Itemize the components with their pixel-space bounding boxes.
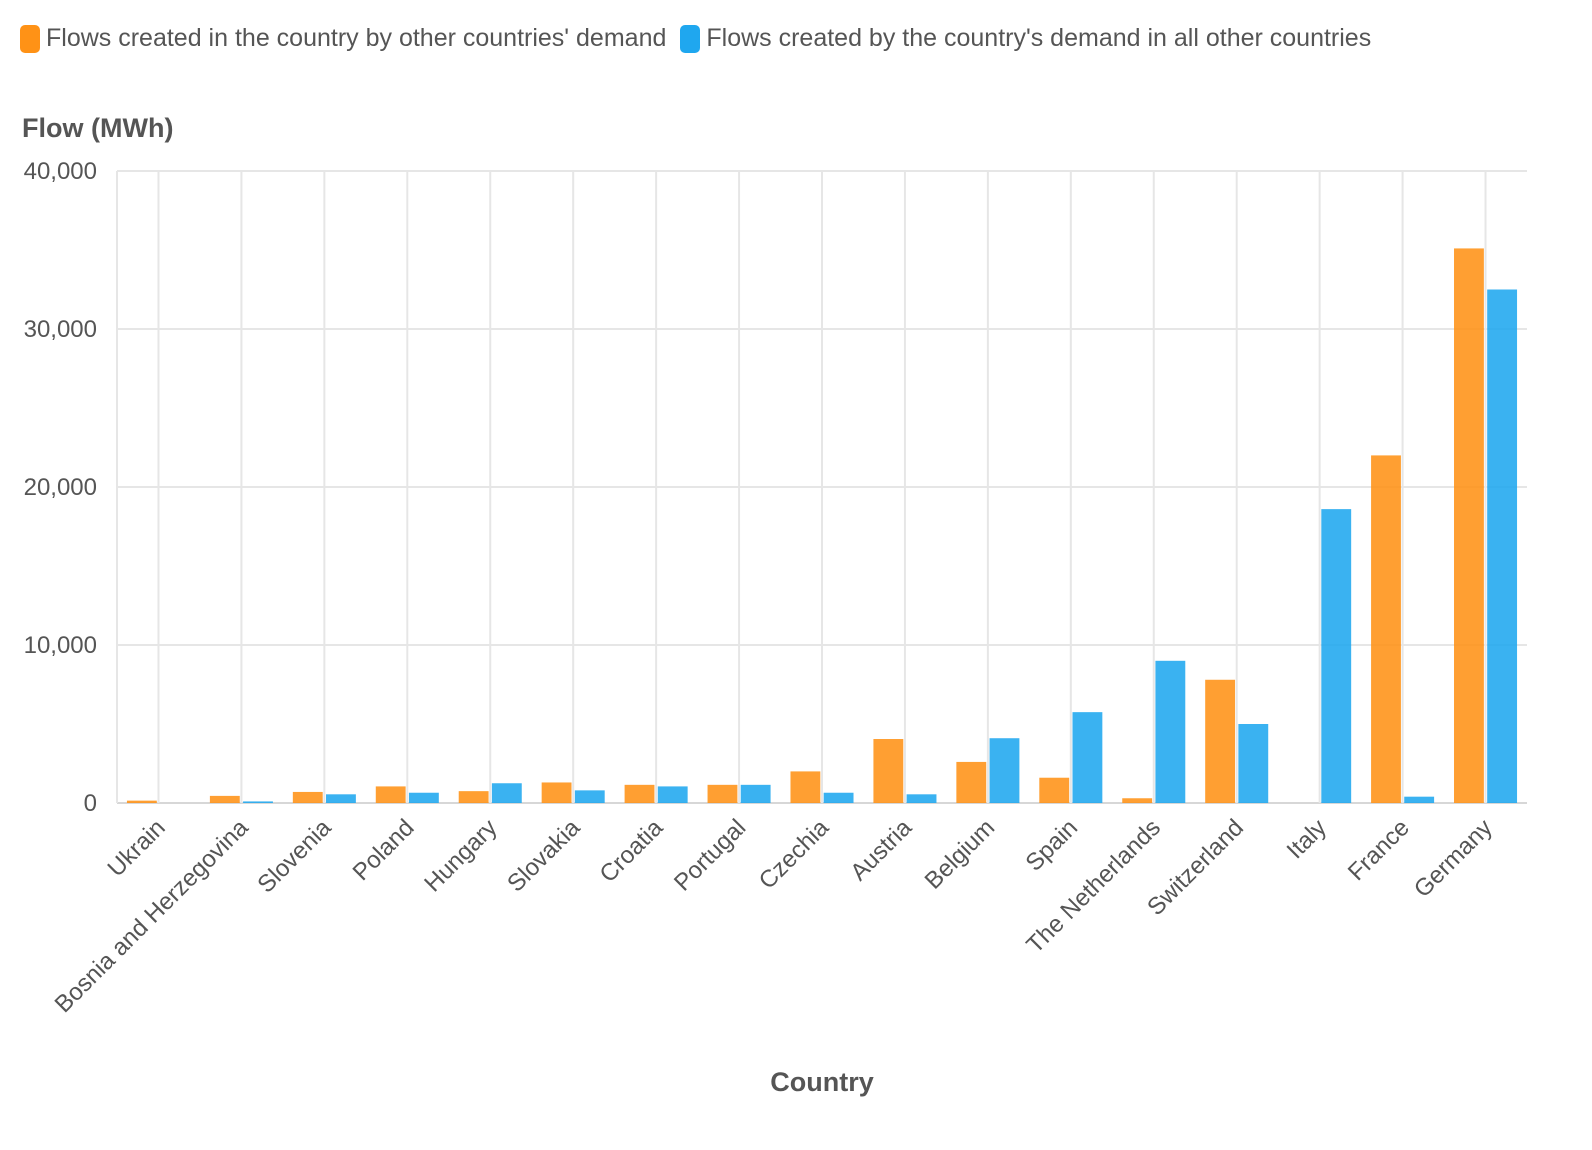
legend-label-series-1: Flows created in the country by other co… (46, 24, 667, 52)
legend-swatch-orange (20, 24, 40, 53)
bar-blue-france[interactable] (1404, 796, 1435, 803)
bar-blue-poland[interactable] (408, 792, 439, 803)
bar-blue-the-netherlands[interactable] (1155, 660, 1186, 803)
grid-lines (116, 170, 1527, 804)
bar-blue-hungary[interactable] (491, 783, 522, 803)
legend-label-series-2: Flows created by the country's demand in… (706, 24, 1372, 52)
bar-blue-portugal[interactable] (740, 784, 771, 803)
bar-orange-spain[interactable] (1039, 777, 1070, 803)
y-tick-label: 10,000 (24, 632, 97, 659)
bar-orange-slovakia[interactable] (541, 782, 572, 803)
x-tick-label: Austria (845, 814, 917, 886)
bar-orange-poland[interactable] (375, 786, 406, 803)
x-tick-label: Poland (348, 814, 420, 886)
bar-orange-czechia[interactable] (790, 771, 821, 803)
legend-swatch-blue (680, 24, 701, 53)
bar-orange-hungary[interactable] (458, 791, 489, 803)
chart-legend: Flows created in the country by other co… (20, 24, 1385, 53)
bar-blue-italy[interactable] (1321, 509, 1352, 803)
x-tick-label: Croatia (595, 814, 669, 888)
x-tick-label: Hungary (419, 814, 502, 897)
x-tick-label: Italy (1282, 814, 1332, 864)
x-tick-label: Czechia (754, 814, 835, 895)
bar-blue-germany[interactable] (1487, 289, 1518, 804)
y-axis-title: Flow (MWh) (22, 113, 173, 143)
x-tick-label: Portugal (669, 814, 751, 896)
y-tick-label: 0 (84, 790, 97, 817)
y-tick-label: 30,000 (24, 316, 97, 343)
y-tick-label: 40,000 (24, 158, 97, 185)
bar-orange-france[interactable] (1371, 455, 1401, 803)
y-axis-ticks: 0 10,000 20,000 30,000 40,000 (24, 158, 97, 817)
bar-orange-switzerland[interactable] (1205, 679, 1236, 803)
bar-blue-belgium[interactable] (989, 738, 1020, 803)
bar-orange-austria[interactable] (873, 739, 904, 803)
x-tick-label: Slovenia (252, 814, 337, 899)
bar-blue-croatia[interactable] (657, 786, 688, 803)
bar-blue-spain[interactable] (1072, 712, 1103, 803)
y-tick-label: 20,000 (24, 474, 97, 501)
bar-blue-slovakia[interactable] (574, 790, 605, 803)
bar-orange-croatia[interactable] (624, 784, 655, 803)
bar-blue-slovenia[interactable] (326, 794, 356, 803)
bar-orange-slovenia[interactable] (292, 791, 323, 803)
bar-blue-czechia[interactable] (823, 792, 854, 803)
bar-orange-germany[interactable] (1454, 248, 1484, 804)
bar-blue-austria[interactable] (906, 794, 937, 803)
bar-orange-belgium[interactable] (956, 761, 987, 803)
bar-orange-portugal[interactable] (707, 784, 738, 803)
x-tick-label: France (1343, 814, 1415, 886)
legend-item-series-2[interactable]: Flows created by the country's demand in… (680, 24, 1371, 53)
bar-blue-bosnia-and-herzegovina[interactable] (243, 801, 273, 803)
x-tick-label: Ukrain (103, 814, 171, 882)
x-tick-label: Germany (1409, 814, 1498, 903)
bar-orange-ukrain[interactable] (126, 800, 157, 803)
bars (126, 248, 1518, 804)
bar-orange-bosnia-and-herzegovina[interactable] (209, 795, 240, 803)
legend-item-series-1[interactable]: Flows created in the country by other co… (20, 24, 666, 53)
bar-orange-the-netherlands[interactable] (1122, 798, 1153, 803)
x-tick-label: Spain (1021, 814, 1084, 877)
x-tick-label: Belgium (920, 814, 1000, 894)
x-tick-label: Slovakia (502, 814, 586, 898)
bar-blue-switzerland[interactable] (1238, 724, 1269, 803)
x-axis-title: Country (770, 1067, 874, 1097)
